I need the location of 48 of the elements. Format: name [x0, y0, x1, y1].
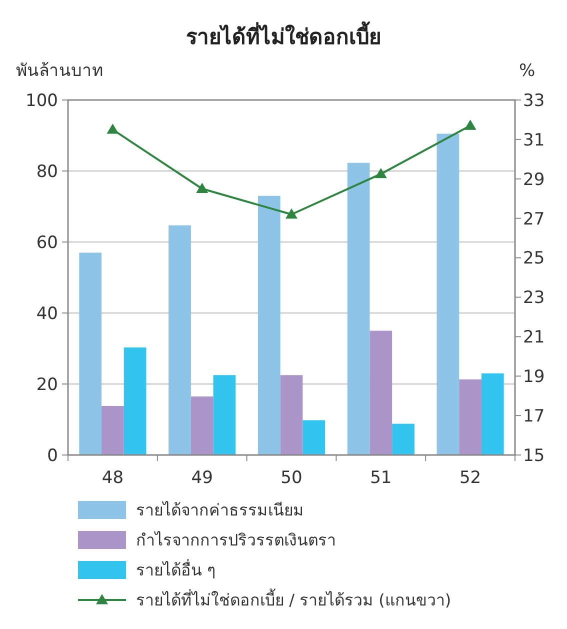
x-tick-label: 50 [280, 468, 302, 488]
x-tick-label: 52 [459, 468, 482, 488]
bar [392, 424, 414, 455]
y-tick-label: 60 [36, 232, 58, 253]
y2-tick-label: 17 [523, 406, 545, 427]
bar [190, 396, 214, 455]
bar [302, 420, 326, 455]
bar [124, 347, 146, 455]
y2-tick-label: 15 [523, 446, 545, 466]
y2-tick-label: 27 [523, 209, 545, 230]
y-axis-title: พันล้านบาท [16, 61, 103, 81]
bar [436, 134, 460, 455]
legend-label: รายได้จากค่าธรรมเนียม [136, 500, 304, 520]
y2-tick-label: 23 [523, 288, 545, 308]
legend-label: รายได้อื่น ๆ [136, 558, 216, 580]
bar [280, 375, 303, 455]
y2-tick-label: 31 [523, 130, 545, 150]
x-tick-label: 49 [191, 468, 213, 488]
point [286, 208, 298, 219]
bar [481, 373, 504, 455]
y2-tick-label: 33 [523, 90, 545, 111]
bar [102, 406, 124, 455]
y2-axis-title: % [519, 61, 536, 81]
bar [370, 330, 392, 455]
bar [258, 196, 280, 455]
y-tick-label: 80 [36, 162, 58, 182]
x-tick-label: 48 [102, 468, 124, 488]
bar [347, 162, 370, 455]
bar [79, 252, 102, 455]
point [106, 124, 119, 134]
legend-label: กำไรจากการปริวรรตเงินตรา [136, 530, 336, 550]
legend-label: รายได้ที่ไม่ใช่ดอกเบี้ย / รายได้รวม (แกนขวา) [136, 588, 452, 610]
y-tick-label: 20 [36, 374, 58, 395]
x-tick-label: 51 [370, 468, 392, 488]
point [196, 182, 208, 193]
y2-tick-label: 21 [523, 328, 545, 348]
bar [459, 379, 482, 455]
y-tick-label: 100 [26, 90, 58, 111]
chart-title: รายได้ที่ไม่ใช่ดอกเบี้ย [186, 21, 381, 49]
bar [213, 375, 236, 455]
point [464, 120, 476, 130]
y2-tick-label: 25 [523, 248, 545, 269]
bar [168, 225, 191, 455]
y2-tick-label: 19 [523, 367, 545, 388]
y-tick-label: 0 [47, 446, 58, 466]
y2-tick-label: 29 [523, 170, 545, 190]
point [374, 168, 387, 178]
y-tick-label: 40 [36, 304, 58, 324]
